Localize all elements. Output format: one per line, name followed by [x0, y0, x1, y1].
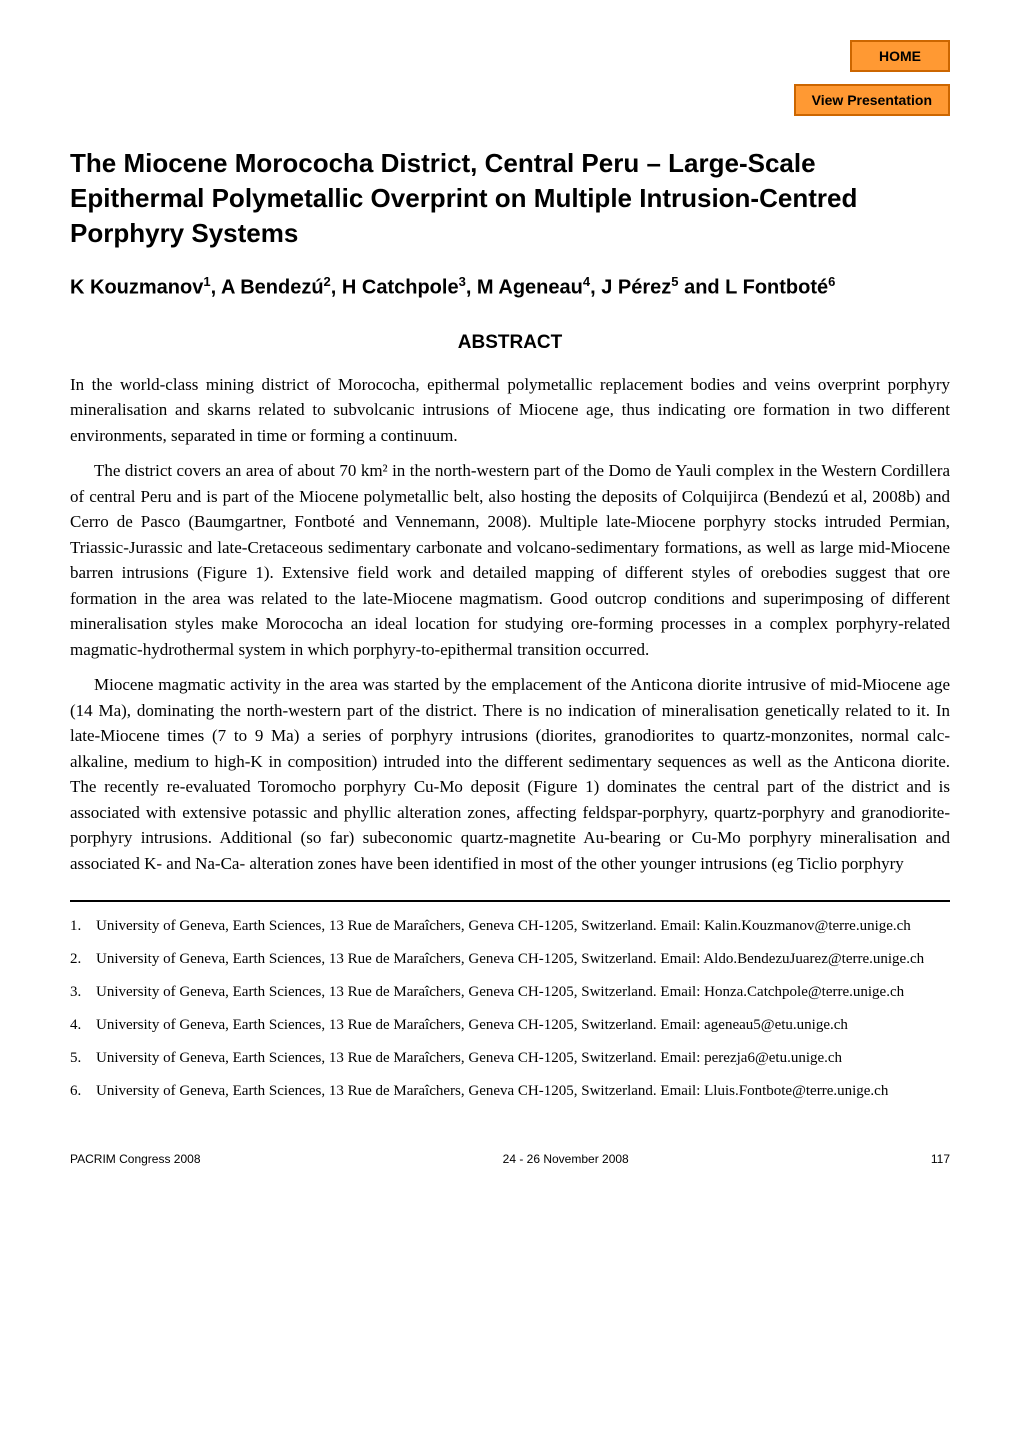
footer-center: 24 - 26 November 2008: [503, 1152, 629, 1166]
affiliation-number: 4.: [70, 1015, 96, 1036]
affiliation-text: University of Geneva, Earth Sciences, 13…: [96, 1048, 842, 1069]
affiliation-item: 4.University of Geneva, Earth Sciences, …: [70, 1015, 950, 1036]
page-footer: PACRIM Congress 2008 24 - 26 November 20…: [70, 1152, 950, 1166]
affiliation-item: 3.University of Geneva, Earth Sciences, …: [70, 982, 950, 1003]
affiliation-text: University of Geneva, Earth Sciences, 13…: [96, 982, 904, 1003]
affiliation-text: University of Geneva, Earth Sciences, 13…: [96, 1081, 888, 1102]
home-button[interactable]: HOME: [850, 40, 950, 72]
abstract-paragraph: The district covers an area of about 70 …: [70, 458, 950, 662]
nav-button-container: HOME View Presentation: [70, 40, 950, 116]
abstract-paragraph: In the world-class mining district of Mo…: [70, 372, 950, 449]
affiliation-item: 1.University of Geneva, Earth Sciences, …: [70, 916, 950, 937]
affiliation-text: University of Geneva, Earth Sciences, 13…: [96, 916, 911, 937]
affiliation-number: 5.: [70, 1048, 96, 1069]
paper-title: The Miocene Morococha District, Central …: [70, 146, 950, 251]
footer-right: 117: [931, 1152, 950, 1166]
footer-left: PACRIM Congress 2008: [70, 1152, 201, 1166]
affiliation-text: University of Geneva, Earth Sciences, 13…: [96, 949, 924, 970]
separator-rule: [70, 900, 950, 902]
affiliation-text: University of Geneva, Earth Sciences, 13…: [96, 1015, 848, 1036]
authors-line: K Kouzmanov1, A Bendezú2, H Catchpole3, …: [70, 273, 950, 302]
affiliation-number: 3.: [70, 982, 96, 1003]
abstract-paragraph: Miocene magmatic activity in the area wa…: [70, 672, 950, 876]
affiliation-number: 1.: [70, 916, 96, 937]
affiliation-item: 2.University of Geneva, Earth Sciences, …: [70, 949, 950, 970]
affiliation-item: 6.University of Geneva, Earth Sciences, …: [70, 1081, 950, 1102]
affiliation-number: 2.: [70, 949, 96, 970]
affiliation-number: 6.: [70, 1081, 96, 1102]
abstract-body: In the world-class mining district of Mo…: [70, 372, 950, 877]
affiliation-item: 5.University of Geneva, Earth Sciences, …: [70, 1048, 950, 1069]
view-presentation-button[interactable]: View Presentation: [794, 84, 950, 116]
affiliations-list: 1.University of Geneva, Earth Sciences, …: [70, 916, 950, 1102]
abstract-heading: ABSTRACT: [70, 332, 950, 354]
